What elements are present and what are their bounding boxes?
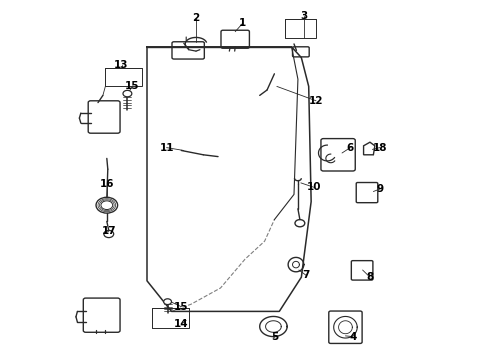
- Text: 10: 10: [306, 182, 321, 192]
- Text: 4: 4: [349, 332, 357, 342]
- Bar: [152, 308, 189, 328]
- Text: 12: 12: [309, 96, 323, 106]
- Text: 2: 2: [193, 13, 199, 23]
- Circle shape: [164, 299, 171, 305]
- Text: 6: 6: [347, 143, 354, 153]
- Bar: [285, 19, 316, 38]
- Text: 1: 1: [239, 18, 246, 28]
- Text: 15: 15: [125, 81, 140, 91]
- Text: 13: 13: [114, 60, 129, 70]
- Text: 8: 8: [367, 272, 373, 282]
- Text: 9: 9: [376, 184, 383, 194]
- Text: 18: 18: [372, 143, 387, 153]
- Text: 17: 17: [101, 226, 116, 236]
- Bar: [105, 68, 142, 86]
- Text: 5: 5: [271, 332, 278, 342]
- Text: 15: 15: [174, 302, 189, 312]
- Text: 11: 11: [159, 143, 174, 153]
- Text: 3: 3: [300, 11, 307, 21]
- Text: 7: 7: [302, 270, 310, 280]
- Text: 16: 16: [99, 179, 114, 189]
- Circle shape: [123, 90, 132, 97]
- Text: 14: 14: [174, 319, 189, 329]
